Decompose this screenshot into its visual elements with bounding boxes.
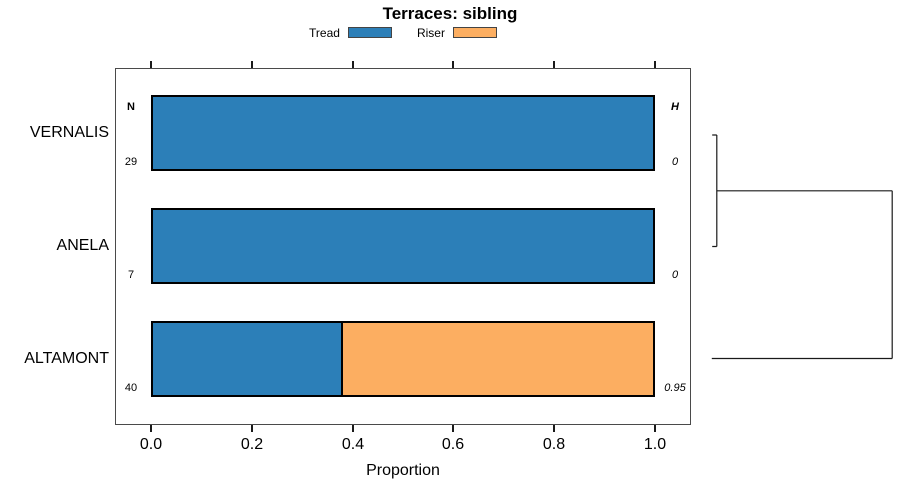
legend-item-tread: Tread [309, 26, 392, 40]
h-column-header: H [671, 101, 679, 113]
x-axis-title: Proportion [366, 462, 440, 479]
bar [151, 321, 655, 397]
legend-swatch [452, 27, 497, 38]
legend: Tread Riser [115, 25, 691, 40]
bar [151, 95, 655, 171]
n-value: 29 [124, 156, 138, 168]
x-tick-label: 0.4 [341, 436, 365, 453]
axis-tick-bottom [553, 425, 555, 432]
legend-swatch [347, 27, 392, 38]
h-value: 0 [671, 156, 679, 168]
n-column-header: N [127, 101, 135, 113]
category-label: ALTAMONT [24, 350, 109, 367]
x-tick-label: 0.6 [441, 436, 465, 453]
axis-tick-top [553, 61, 555, 68]
x-tick-label: 1.0 [643, 436, 667, 453]
legend-label: Tread [309, 25, 340, 40]
axis-tick-bottom [150, 425, 152, 432]
bar-segment-tread [153, 210, 653, 282]
axis-tick-top [352, 61, 354, 68]
legend-item-riser: Riser [417, 26, 497, 40]
axis-tick-bottom [352, 425, 354, 432]
x-tick-label: 0.2 [240, 436, 264, 453]
chart-title: Terraces: sibling [382, 4, 518, 23]
category-label: ANELA [56, 237, 109, 254]
axis-tick-top [251, 61, 253, 68]
dendrogram [711, 134, 893, 360]
dendrogram-links [711, 134, 893, 360]
category-label: VERNALIS [29, 124, 109, 141]
bar-segment-tread [153, 323, 341, 395]
n-value: 40 [124, 382, 138, 394]
axis-tick-bottom [654, 425, 656, 432]
bar-segment-tread [153, 97, 653, 169]
bar-segment-riser [340, 323, 653, 395]
h-value: 0.95 [664, 382, 686, 394]
h-value: 0 [671, 269, 679, 281]
bar [151, 208, 655, 284]
axis-tick-top [150, 61, 152, 68]
axis-tick-top [452, 61, 454, 68]
x-tick-label: 0.8 [542, 436, 566, 453]
n-value: 7 [127, 269, 135, 281]
legend-label: Riser [416, 25, 445, 40]
axis-tick-bottom [452, 425, 454, 432]
axis-tick-top [654, 61, 656, 68]
x-tick-label: 0.0 [139, 436, 163, 453]
axis-tick-bottom [251, 425, 253, 432]
